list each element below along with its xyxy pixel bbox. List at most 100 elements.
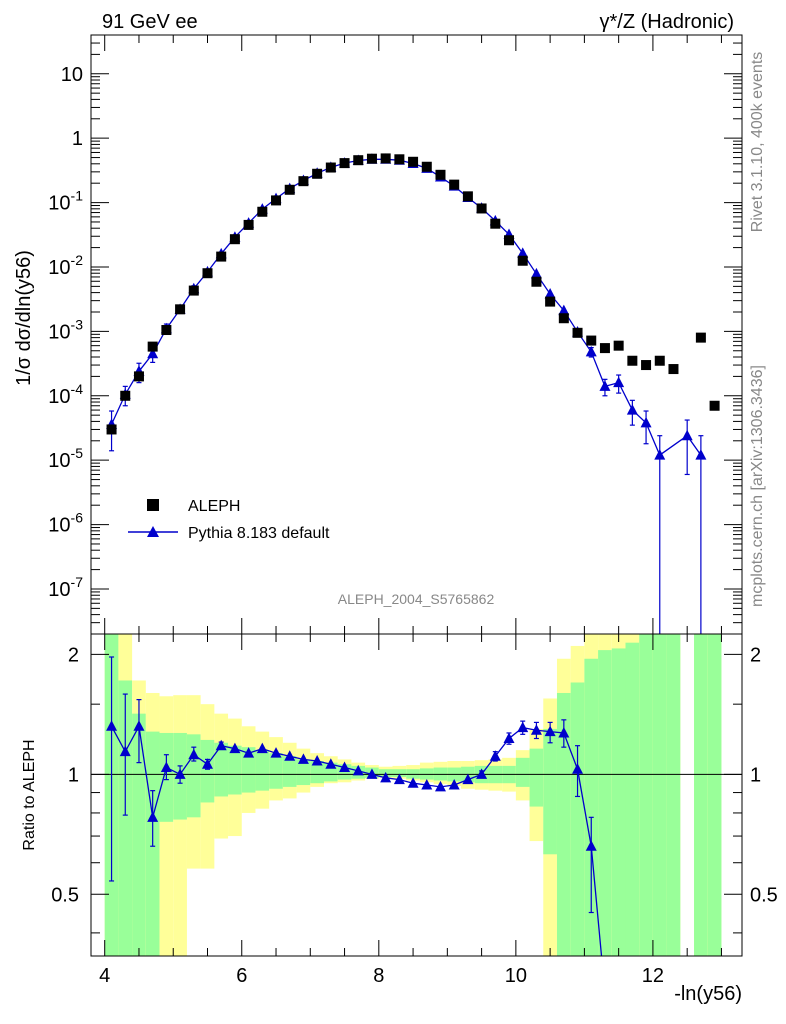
ratio-point [106, 720, 118, 731]
aleph-point [709, 400, 720, 411]
inner-band-bin [611, 648, 626, 956]
inner-band-bin [269, 753, 283, 789]
y-tick-label: 10-4 [48, 381, 83, 408]
inner-band-bin [228, 745, 242, 795]
analysis-name: ALEPH_2004_S5765862 [338, 591, 495, 607]
aleph-point [133, 371, 144, 382]
ratio-point [421, 779, 433, 790]
pythia-line [110, 158, 702, 457]
top-axes: 10 1 10-1 10-2 10-3 10-4 10-5 10-6 10-7 [48, 34, 742, 635]
aleph-point [325, 162, 336, 173]
x-tick-label: 12 [642, 965, 664, 987]
y-tick-label: 1 [72, 128, 83, 150]
ratio-point [284, 750, 296, 761]
inner-band-bin [639, 634, 653, 956]
ratio-point [160, 761, 172, 773]
top-y-axis-title: 1/σ dσ/dln(y56) [13, 250, 35, 386]
x-tick-label: 10 [505, 965, 527, 987]
y-tick-label: 10 [61, 64, 83, 86]
pythia-point [681, 429, 693, 441]
aleph-point [147, 341, 158, 352]
pythia-point [695, 449, 707, 460]
inner-band-bin [118, 680, 133, 956]
aleph-point [435, 169, 446, 180]
aleph-point [641, 360, 652, 371]
aleph-point [531, 276, 542, 287]
aleph-point [654, 355, 665, 366]
inner-band-bin [625, 642, 640, 956]
aleph-point [572, 327, 583, 338]
inner-band-bin [529, 748, 544, 807]
header-left: 91 GeV ee [102, 11, 198, 33]
aleph-point [695, 332, 706, 343]
aleph-point [202, 268, 213, 279]
inner-band-bin [310, 761, 324, 784]
inner-band-bin [186, 734, 201, 818]
ratio-point [311, 755, 323, 766]
inner-band-bin [556, 692, 571, 956]
aleph-point [408, 156, 419, 167]
y-title-main: 1/σ dσ/dln(y56) [13, 250, 35, 386]
aleph-point [586, 335, 597, 346]
ratio-point [215, 739, 227, 751]
ratio-point [380, 771, 392, 783]
y-tick-label: 10-6 [48, 510, 83, 537]
ratio-point [325, 758, 337, 769]
pythia-point [626, 404, 638, 415]
aleph-point [312, 168, 323, 179]
inner-band-bin [652, 634, 667, 956]
ratio-point [229, 742, 241, 754]
legend-marker-pythia [147, 526, 159, 537]
pythia-point [558, 304, 570, 316]
header-right: γ*/Z (Hadronic) [600, 11, 734, 33]
inner-band-bin [666, 634, 681, 956]
ratio-uncertainty-bands [104, 634, 722, 956]
ratio-y-tick-label-right: 0.5 [750, 884, 778, 906]
y-tick-label: 10-2 [48, 252, 83, 279]
x-tick-label: 4 [99, 965, 110, 987]
inner-band-bin [282, 756, 297, 787]
ratio-point [558, 726, 570, 738]
aleph-point [339, 158, 350, 169]
legend-label-pythia: Pythia 8.183 default [188, 525, 330, 542]
pythia-point [613, 376, 625, 388]
ratio-point [297, 753, 309, 764]
aleph-point [175, 304, 186, 315]
aleph-point [284, 184, 295, 195]
aleph-point [627, 355, 638, 366]
inner-band-bin [515, 757, 530, 787]
aleph-point [462, 191, 473, 202]
x-axis-title: -ln(y56) [674, 983, 742, 1005]
ratio-point [201, 758, 213, 769]
aleph-point [120, 390, 131, 401]
ratio-point [174, 768, 186, 779]
x-tick-label: 8 [373, 965, 384, 987]
ratio-point [448, 779, 460, 790]
ratio-point [476, 768, 488, 779]
ratio-point [393, 773, 405, 785]
pythia-point [585, 345, 597, 357]
ratio-y-axis-title: Ratio to ALEPH [21, 739, 38, 850]
ratio-point [434, 780, 446, 792]
ratio-point [489, 750, 501, 761]
ratio-point [572, 763, 584, 774]
pythia-point [654, 449, 666, 460]
y-tick-label: 10-7 [48, 574, 83, 601]
ratio-point [339, 761, 351, 773]
pythia-point [147, 347, 159, 359]
aleph-point [558, 313, 569, 324]
ratio-point [243, 747, 255, 758]
ratio-point [256, 742, 268, 754]
aleph-point [106, 424, 117, 435]
ratio-point [188, 748, 200, 760]
aleph-point [366, 153, 377, 164]
inner-band-bin [570, 682, 585, 956]
legend: ALEPH Pythia 8.183 default [128, 498, 330, 542]
aleph-point [298, 176, 309, 187]
ratio-point [407, 777, 419, 788]
pythia-point [517, 247, 529, 258]
ratio-point [366, 768, 378, 779]
ratio-point [119, 745, 131, 757]
aleph-point [504, 235, 515, 246]
ratio-point [544, 725, 556, 737]
